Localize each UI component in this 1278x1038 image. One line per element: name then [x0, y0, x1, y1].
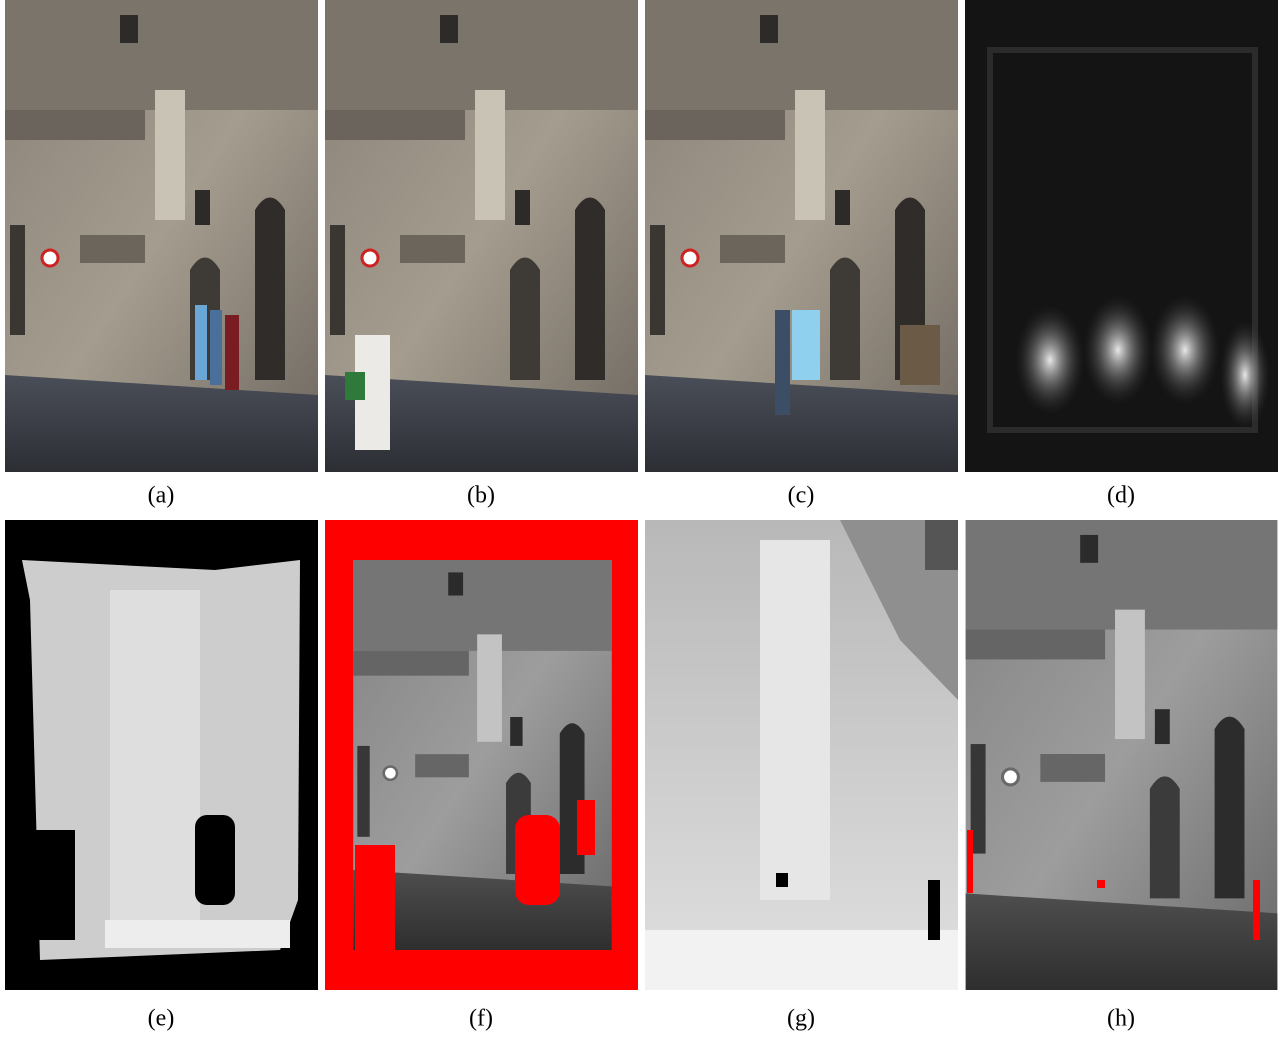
caption: (a) — [148, 483, 175, 509]
panel-b — [325, 0, 638, 472]
panel-a — [5, 0, 318, 472]
caption: (b) — [467, 483, 495, 509]
caption: (e) — [148, 1006, 175, 1032]
panel-d — [965, 0, 1278, 472]
panel-e — [5, 520, 318, 990]
caption: (h) — [1107, 1006, 1135, 1032]
panel-f — [325, 520, 638, 990]
caption: (f) — [469, 1006, 493, 1032]
panel-c — [645, 0, 958, 472]
caption: (d) — [1107, 483, 1135, 509]
figure: (a) (b) (c) (d) (e) (f) (g) (h) — [0, 0, 1278, 1038]
caption: (g) — [787, 1006, 815, 1032]
panel-h — [966, 520, 1278, 990]
page: {"panels": [{"label": "(a)"}, {"label": … — [0, 0, 1278, 1038]
panel-g — [645, 520, 958, 990]
caption: (c) — [788, 483, 815, 509]
